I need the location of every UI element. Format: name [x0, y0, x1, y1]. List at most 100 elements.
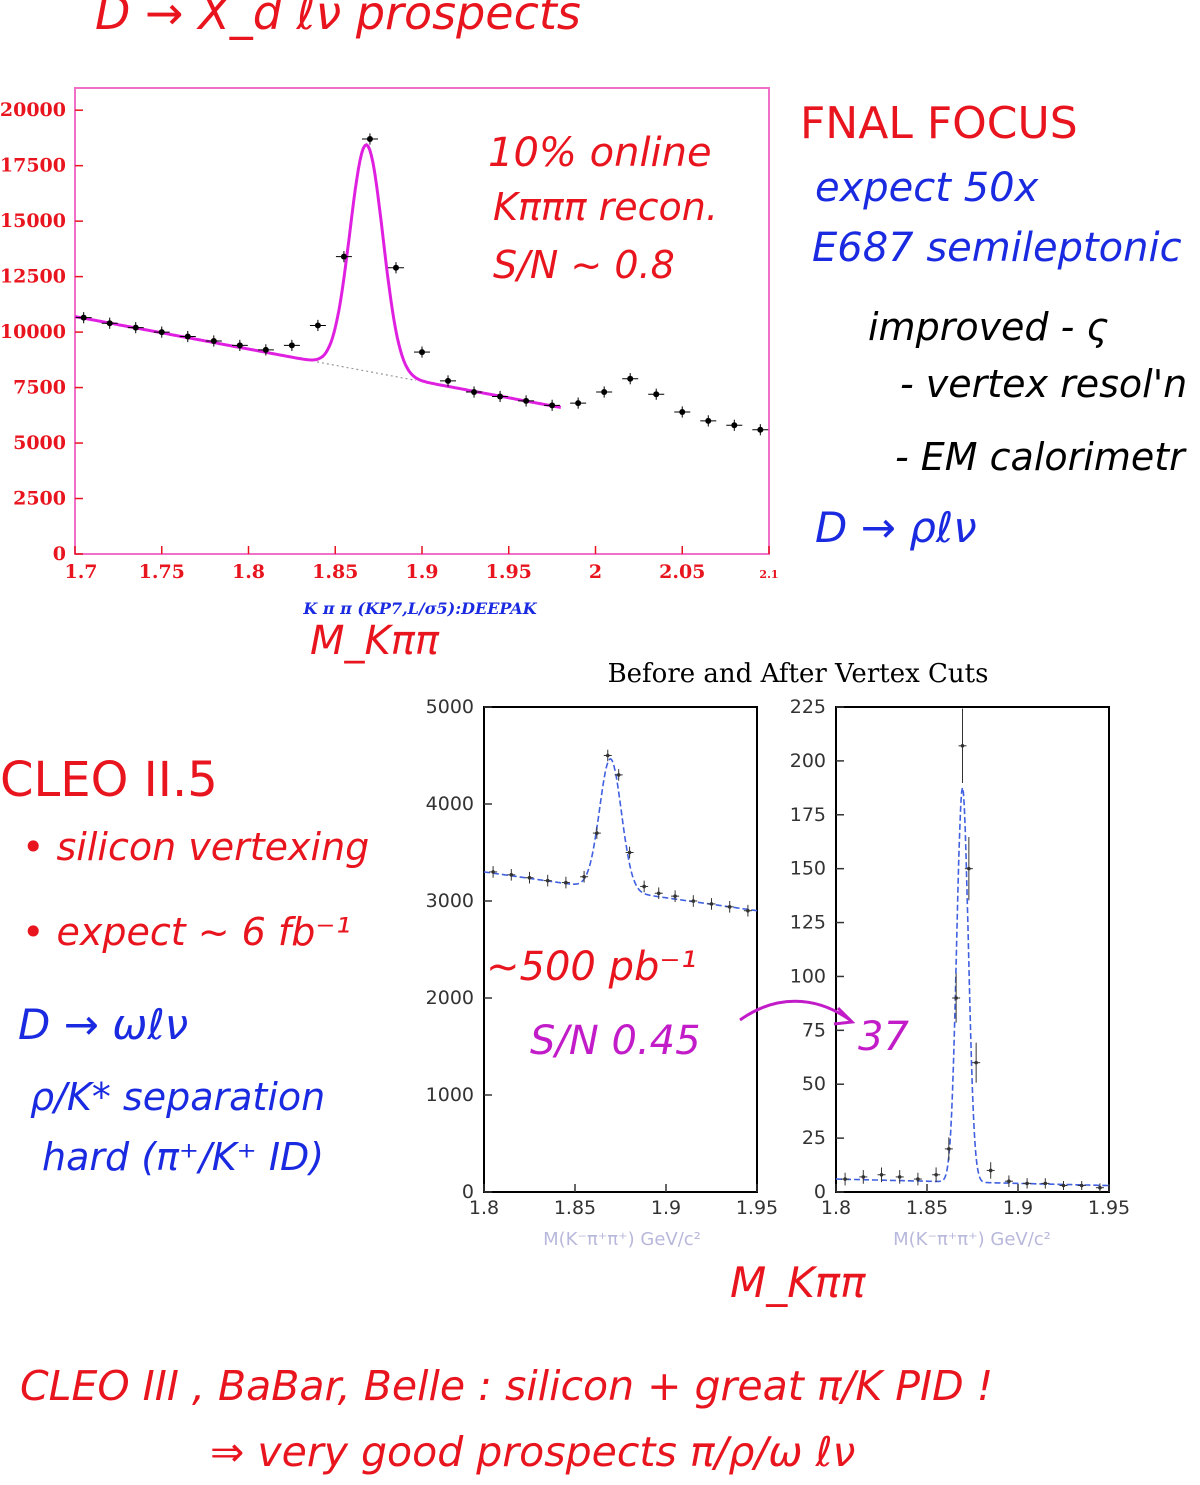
cleo-after-data-point — [944, 1137, 953, 1161]
focus-data-point — [75, 312, 92, 324]
cleo-after-xtick-label: 1.85 — [906, 1197, 948, 1219]
bottom-line-experiments: CLEO III , BaBar, Belle : silicon + grea… — [20, 1362, 994, 1410]
cleo-after-fit-curve — [836, 787, 1109, 1187]
focus-data-point — [518, 395, 535, 407]
cleo-before-ytick-label: 0 — [462, 1181, 474, 1203]
cleo-before-xaxis-label: M(K⁻π⁺π⁺) GeV/c² — [543, 1229, 701, 1250]
cleo-heading: CLEO II.5 — [0, 752, 218, 808]
cleo-before-data-point — [743, 904, 752, 917]
focus-data-point — [153, 326, 170, 338]
focus-data-point — [335, 251, 352, 263]
cleo-after-ytick-label: 225 — [790, 696, 826, 718]
cleo-after-data-point — [913, 1172, 922, 1186]
focus-data-point — [492, 390, 509, 403]
focus-data-point — [231, 339, 248, 352]
cleo-before-ytick-label: 3000 — [426, 890, 474, 912]
cleo-line-separation: ρ/K* separation — [30, 1075, 326, 1119]
focus-ytick-label: 5000 — [13, 432, 66, 454]
cleo-mass-label: M_Kππ — [730, 1258, 866, 1307]
cleo-after-data-point — [964, 836, 973, 901]
cleo-after-data-point — [958, 708, 967, 784]
focus-xtick-label: 1.95 — [486, 561, 532, 583]
cleo-after-ytick-label: 150 — [790, 858, 826, 880]
cleo-before-data-point — [640, 880, 649, 893]
cleo-after-data-point — [895, 1170, 904, 1184]
focus-data-point — [466, 386, 483, 398]
focus-ytick-label: 17500 — [0, 155, 66, 177]
page-title: D → X_d ℓν prospects — [95, 0, 581, 40]
focus-data-point — [309, 319, 326, 332]
cleo-item-expect: • expect ~ 6 fb⁻¹ — [22, 910, 351, 954]
cleo-after-xtick-label: 1.95 — [1088, 1197, 1130, 1219]
cleo-after-data-point — [932, 1167, 941, 1183]
focus-ytick-label: 20000 — [0, 99, 66, 121]
focus-data-point — [440, 375, 457, 387]
cleo-after-xtick-label: 1.8 — [821, 1197, 851, 1219]
cleo-item-silicon: • silicon vertexing — [22, 825, 370, 869]
sn-arrow — [739, 999, 851, 1022]
cleo-before-xtick-label: 1.9 — [651, 1197, 681, 1219]
focus-annotation-recon: Kπππ recon. — [493, 185, 718, 229]
focus-ytick-label: 10000 — [0, 321, 66, 343]
cleo-before-data-point — [625, 846, 634, 859]
focus-data-point — [387, 262, 404, 274]
cleo-after-data-point — [1095, 1183, 1104, 1192]
cleo-before-data-point — [489, 866, 498, 878]
focus-ytick-label: 2500 — [13, 488, 66, 510]
focus-data-point — [257, 344, 274, 356]
cleo-before-data-point — [580, 870, 589, 883]
cleo-after-data-point — [1023, 1178, 1032, 1189]
focus-data-point — [700, 415, 717, 427]
focus-data-point — [283, 339, 300, 352]
focus-data-point — [179, 330, 196, 343]
cleo-after-xaxis-label: M(K⁻π⁺π⁺) GeV/c² — [893, 1229, 1051, 1250]
focus-xtick-label: 2 — [589, 561, 602, 583]
cleo-after-ytick-label: 0 — [814, 1181, 826, 1203]
focus-data-point — [622, 373, 639, 385]
cleo-after-data-point — [1041, 1178, 1050, 1189]
cleo-before-ytick-label: 1000 — [426, 1084, 474, 1106]
cleo-after-ytick-label: 200 — [790, 750, 826, 772]
cleo-before-data-point — [671, 890, 680, 902]
focus-data-point — [127, 322, 144, 334]
focus-ytick-label: 7500 — [13, 377, 66, 399]
focus-chart: 0 2500 5000 7500 10000 12500 15000 17500 20000 1… — [0, 87, 779, 618]
focus-data-point — [648, 388, 665, 400]
cleo-after-ytick-label: 50 — [802, 1073, 826, 1095]
focus-data-point — [361, 133, 378, 145]
focus-background-line — [316, 361, 417, 382]
cleo-chart-title: Before and After Vertex Cuts — [608, 659, 989, 689]
focus-xtick-label: 1.7 — [64, 561, 97, 583]
cleo-before-data-point — [561, 876, 570, 889]
cleo-line-domega: D → ωℓν — [18, 1000, 189, 1049]
cleo-after-ytick-label: 75 — [802, 1019, 826, 1041]
cleo-after-data-point — [877, 1167, 886, 1183]
cleo-after-data-point — [1004, 1175, 1013, 1188]
cleo-line-hard: hard (π⁺/K⁺ ID) — [42, 1135, 325, 1179]
cleo-before-ytick-label: 4000 — [426, 793, 474, 815]
focus-data-point — [726, 419, 743, 431]
bottom-line-prospects: ⇒ very good prospects π/ρ/ω ℓν — [210, 1428, 856, 1476]
cleo-before-data-point — [592, 827, 601, 839]
cleo-before-ytick-label: 2000 — [426, 987, 474, 1009]
cleo-after-ytick-label: 175 — [790, 804, 826, 826]
cleo-before-data-point — [725, 901, 734, 913]
cleo-after-frame — [835, 706, 1110, 1193]
cleo-annotation-sn-after: 37 — [858, 1014, 909, 1060]
focus-data-point — [674, 406, 691, 418]
cleo-after-data-point — [1059, 1181, 1068, 1191]
cleo-annotation-sn: S/N 0.45 — [530, 1018, 701, 1064]
cleo-after-data-point — [1077, 1181, 1086, 1191]
focus-xaxis-label: K π π (KP7,L/σ5):DEEPAK — [302, 599, 537, 618]
focus-annotation-online: 10% online — [488, 130, 712, 176]
cleo-before-fit-curve — [483, 757, 758, 912]
fnal-line-em: - EM calorimetr — [895, 435, 1185, 479]
cleo-before-data-point — [603, 749, 612, 762]
focus-data-point — [101, 317, 118, 329]
focus-ytick-label: 0 — [53, 543, 66, 565]
focus-data-point — [570, 397, 587, 409]
cleo-annotation-lumi: ~500 pb⁻¹ — [486, 944, 697, 990]
focus-data-point — [205, 335, 222, 347]
focus-xtick-label: 2.1 — [759, 568, 778, 581]
cleo-before-data-point — [707, 898, 716, 910]
